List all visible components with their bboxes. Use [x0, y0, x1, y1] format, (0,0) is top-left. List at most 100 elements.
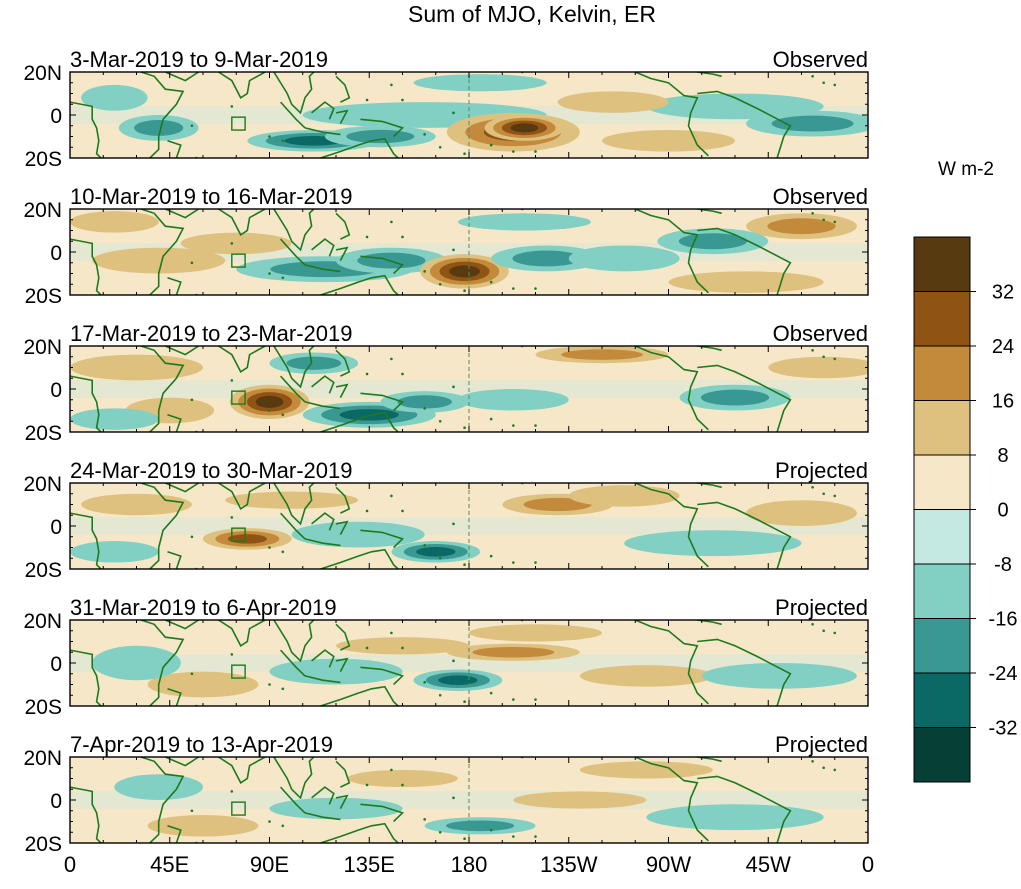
island-dot: [390, 768, 393, 772]
anomaly-contour: [469, 624, 602, 642]
anomaly-contour: [771, 115, 854, 132]
island-dot: [534, 150, 537, 153]
island-dot: [401, 646, 404, 650]
colorbar-label: -24: [989, 663, 1018, 685]
island-dot: [452, 659, 455, 663]
island-dot: [822, 218, 825, 222]
island-dot: [423, 407, 426, 410]
island-dot: [281, 276, 285, 280]
island-dot: [365, 646, 369, 650]
anomaly-contour: [700, 389, 770, 406]
anomaly-contour: [81, 493, 192, 516]
island-dot: [811, 349, 814, 352]
island-dot: [268, 546, 271, 549]
latitude-label: 20S: [25, 559, 62, 582]
anomaly-contour: [512, 250, 581, 267]
anomaly-contour: [568, 485, 680, 507]
panel-date-range: 24-Mar-2019 to 30-Mar-2019: [70, 458, 352, 483]
anomaly-contour: [70, 408, 159, 430]
anomaly-field: [70, 346, 868, 432]
longitude-label: 0: [862, 852, 874, 877]
anomaly-contour: [746, 500, 857, 526]
anomaly-contour: [269, 797, 403, 820]
island-dot: [463, 837, 466, 840]
island-dot: [423, 133, 426, 136]
anomaly-contour: [579, 761, 713, 779]
longitude-label: 45E: [150, 852, 189, 877]
anomaly-contour: [255, 395, 284, 408]
island-dot: [463, 563, 466, 566]
island-dot: [438, 419, 442, 423]
island-dot: [512, 287, 515, 290]
map-panel: 20N 0 20S 3-Mar-2019 to 9-Mar-2019 Observed: [23, 47, 869, 171]
anomaly-contour: [768, 356, 868, 379]
colorbar-swatch: [913, 672, 971, 728]
island-dot: [489, 280, 493, 284]
island-dot: [268, 272, 271, 275]
latitude-label: 0: [50, 653, 62, 676]
anomaly-contour: [579, 665, 713, 687]
anomaly-contour: [510, 123, 539, 133]
island-dot: [822, 355, 825, 359]
anomaly-contour: [457, 213, 591, 231]
panel-date-range: 10-Mar-2019 to 16-Mar-2019: [70, 184, 352, 209]
island-dot: [811, 760, 814, 763]
anomaly-contour: [134, 119, 184, 136]
map-panel: 20N 0 20S 10-Mar-2019 to 16-Mar-2019 Observe…: [23, 184, 869, 308]
island-dot: [365, 372, 369, 376]
anomaly-contour: [457, 389, 569, 411]
island-dot: [268, 135, 271, 138]
island-dot: [230, 790, 234, 793]
latitude-label: 0: [50, 516, 62, 539]
coastline: [70, 620, 792, 706]
island-dot: [833, 83, 837, 87]
figure-title: Sum of MJO, Kelvin, ER: [408, 1, 656, 27]
panel-status: Projected: [775, 732, 868, 757]
colorbar-swatch: [913, 618, 971, 674]
latitude-label: 0: [50, 379, 62, 402]
colorbar-label: 16: [992, 391, 1014, 413]
island-dot: [390, 220, 393, 224]
island-dot: [281, 687, 285, 691]
map-panel: 20N 0 20S 17-Mar-2019 to 23-Mar-2019 Observe…: [23, 321, 869, 445]
coastline: [70, 209, 792, 295]
anomaly-contour: [701, 663, 857, 689]
anomaly-contour: [523, 497, 592, 512]
anomaly-contour: [472, 646, 555, 658]
longitude-label: 180: [451, 852, 488, 877]
anomaly-contour: [449, 265, 480, 278]
map-panel: 20N 0 20S 31-Mar-2019 to 6-Apr-2019 Projecte…: [23, 595, 869, 719]
latitude-label: 20S: [25, 422, 62, 445]
coastline: [70, 346, 792, 432]
island-dot: [401, 235, 404, 239]
region-box: [231, 664, 246, 679]
anomaly-contour: [70, 354, 203, 381]
latitude-label: 20N: [23, 336, 62, 359]
anomaly-contour: [114, 774, 203, 800]
island-dot: [365, 235, 369, 239]
latitude-label: 0: [50, 790, 62, 813]
colorbar-swatch: [913, 454, 971, 510]
anomaly-contour: [291, 521, 425, 548]
island-dot: [463, 426, 466, 429]
region-box: [231, 253, 246, 268]
island-dot: [452, 248, 455, 252]
region-box: [231, 527, 246, 542]
latitude-label: 20N: [23, 610, 62, 633]
island-dot: [268, 820, 271, 823]
island-dot: [281, 413, 285, 417]
anomaly-contour: [646, 804, 824, 831]
island-dot: [452, 111, 455, 115]
anomaly-contour: [397, 395, 452, 409]
anomaly-contour: [346, 129, 415, 144]
island-dot: [534, 835, 537, 838]
island-dot: [463, 700, 466, 703]
colorbar-label: -8: [994, 554, 1012, 576]
latitude-label: 20S: [25, 148, 62, 171]
island-dot: [534, 287, 537, 290]
anomaly-field: [70, 72, 868, 158]
longitude-axis: 0 45E 90E 135E 180 135W 90W 45W 0: [64, 852, 874, 877]
panel-date-range: 31-Mar-2019 to 6-Apr-2019: [70, 595, 337, 620]
colorbar-swatch: [913, 509, 971, 565]
latitude-label: 20N: [23, 62, 62, 85]
